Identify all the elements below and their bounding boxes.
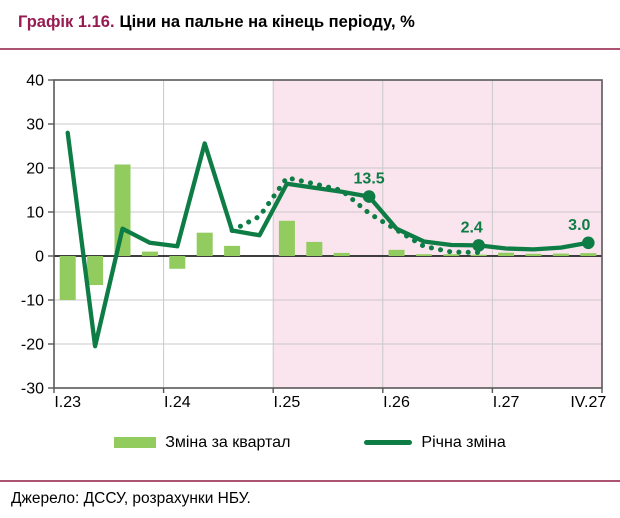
quarterly-change-bar-swatch	[114, 437, 157, 449]
y-tick-10: 10	[26, 204, 44, 221]
y-tick--10: -10	[21, 292, 44, 309]
y-tick--20: -20	[21, 336, 44, 353]
bar-I.26	[388, 249, 405, 256]
dotted-forecast-line	[229, 174, 482, 255]
x-tick-IV.27: IV.27	[570, 394, 606, 411]
chart-title-number: Графік 1.16.	[18, 13, 115, 31]
line-point-markers	[362, 189, 595, 252]
y-tick-20: 20	[26, 160, 44, 177]
bar-III.23	[114, 164, 131, 256]
fuel-prices-chart: 13.5 2.4 3.0 40 30 20 10 0 -10 -20 -30 I.23 I.24 I.25…	[21, 72, 606, 411]
x-tick-I.23: I.23	[54, 394, 81, 411]
forecast-region	[273, 79, 602, 388]
y-tick--30: -30	[21, 380, 44, 397]
annual-change-line	[65, 130, 591, 348]
annual-change-line-swatch	[364, 440, 413, 446]
bar-III.24	[224, 245, 241, 256]
bar-II.23	[87, 255, 104, 285]
bar-II.26	[415, 253, 432, 256]
y-tick-40: 40	[26, 72, 44, 89]
marker-IV.27	[582, 236, 595, 249]
point-label-IV.25: 13.5	[354, 170, 385, 187]
bar-II.25	[306, 241, 323, 256]
y-tick-0: 0	[35, 248, 44, 265]
legend-label-annual-change: Річна зміна	[421, 433, 506, 451]
x-tick-I.27: I.27	[493, 394, 520, 411]
legend-item-quarterly-change: Зміна за квартал	[114, 434, 290, 452]
bar-III.27	[552, 253, 569, 256]
bar-III.25	[333, 252, 350, 256]
footer-divider	[0, 479, 620, 482]
bar-I.23	[59, 255, 76, 300]
axis-tick-marks	[48, 78, 603, 393]
bar-II.24	[196, 232, 213, 256]
y-axis-labels: 40 30 20 10 0 -10 -20 -30	[21, 72, 44, 397]
plot-frame	[53, 78, 603, 389]
point-value-labels: 13.5 2.4 3.0	[354, 170, 591, 236]
bar-IV.23	[141, 251, 158, 256]
title-divider	[0, 47, 620, 50]
chart-legend: Зміна за квартал Річна зміна	[0, 432, 620, 454]
legend-item-annual-change: Річна зміна	[364, 433, 506, 452]
gridlines	[54, 79, 602, 388]
chart-title-text: Ціни на пальне на кінець періоду, %	[119, 13, 415, 31]
bar-II.27	[525, 253, 542, 256]
bar-IV.27	[580, 252, 597, 256]
point-label-IV.26: 2.4	[461, 219, 483, 236]
x-tick-I.24: I.24	[164, 394, 191, 411]
bar-III.26	[443, 253, 460, 256]
bar-I.25	[278, 220, 295, 256]
chart-title: Графік 1.16. Ціни на пальне на кінець пер…	[0, 0, 620, 48]
x-tick-I.26: I.26	[383, 394, 410, 411]
marker-IV.26	[472, 238, 486, 252]
x-axis-labels: I.23 I.24 I.25 I.26 I.27 IV.27	[54, 394, 606, 411]
bar-IV.26	[470, 254, 487, 256]
point-label-IV.27: 3.0	[568, 216, 590, 233]
legend-label-quarterly-change: Зміна за квартал	[165, 433, 291, 451]
bar-I.24	[169, 255, 186, 269]
x-tick-I.25: I.25	[274, 394, 301, 411]
quarterly-change-bars	[59, 164, 597, 300]
y-tick-30: 30	[26, 116, 44, 133]
bar-I.27	[498, 252, 515, 256]
source-note: Джерело: ДССУ, розрахунки НБУ.	[11, 489, 251, 507]
marker-IV.25	[362, 189, 376, 203]
